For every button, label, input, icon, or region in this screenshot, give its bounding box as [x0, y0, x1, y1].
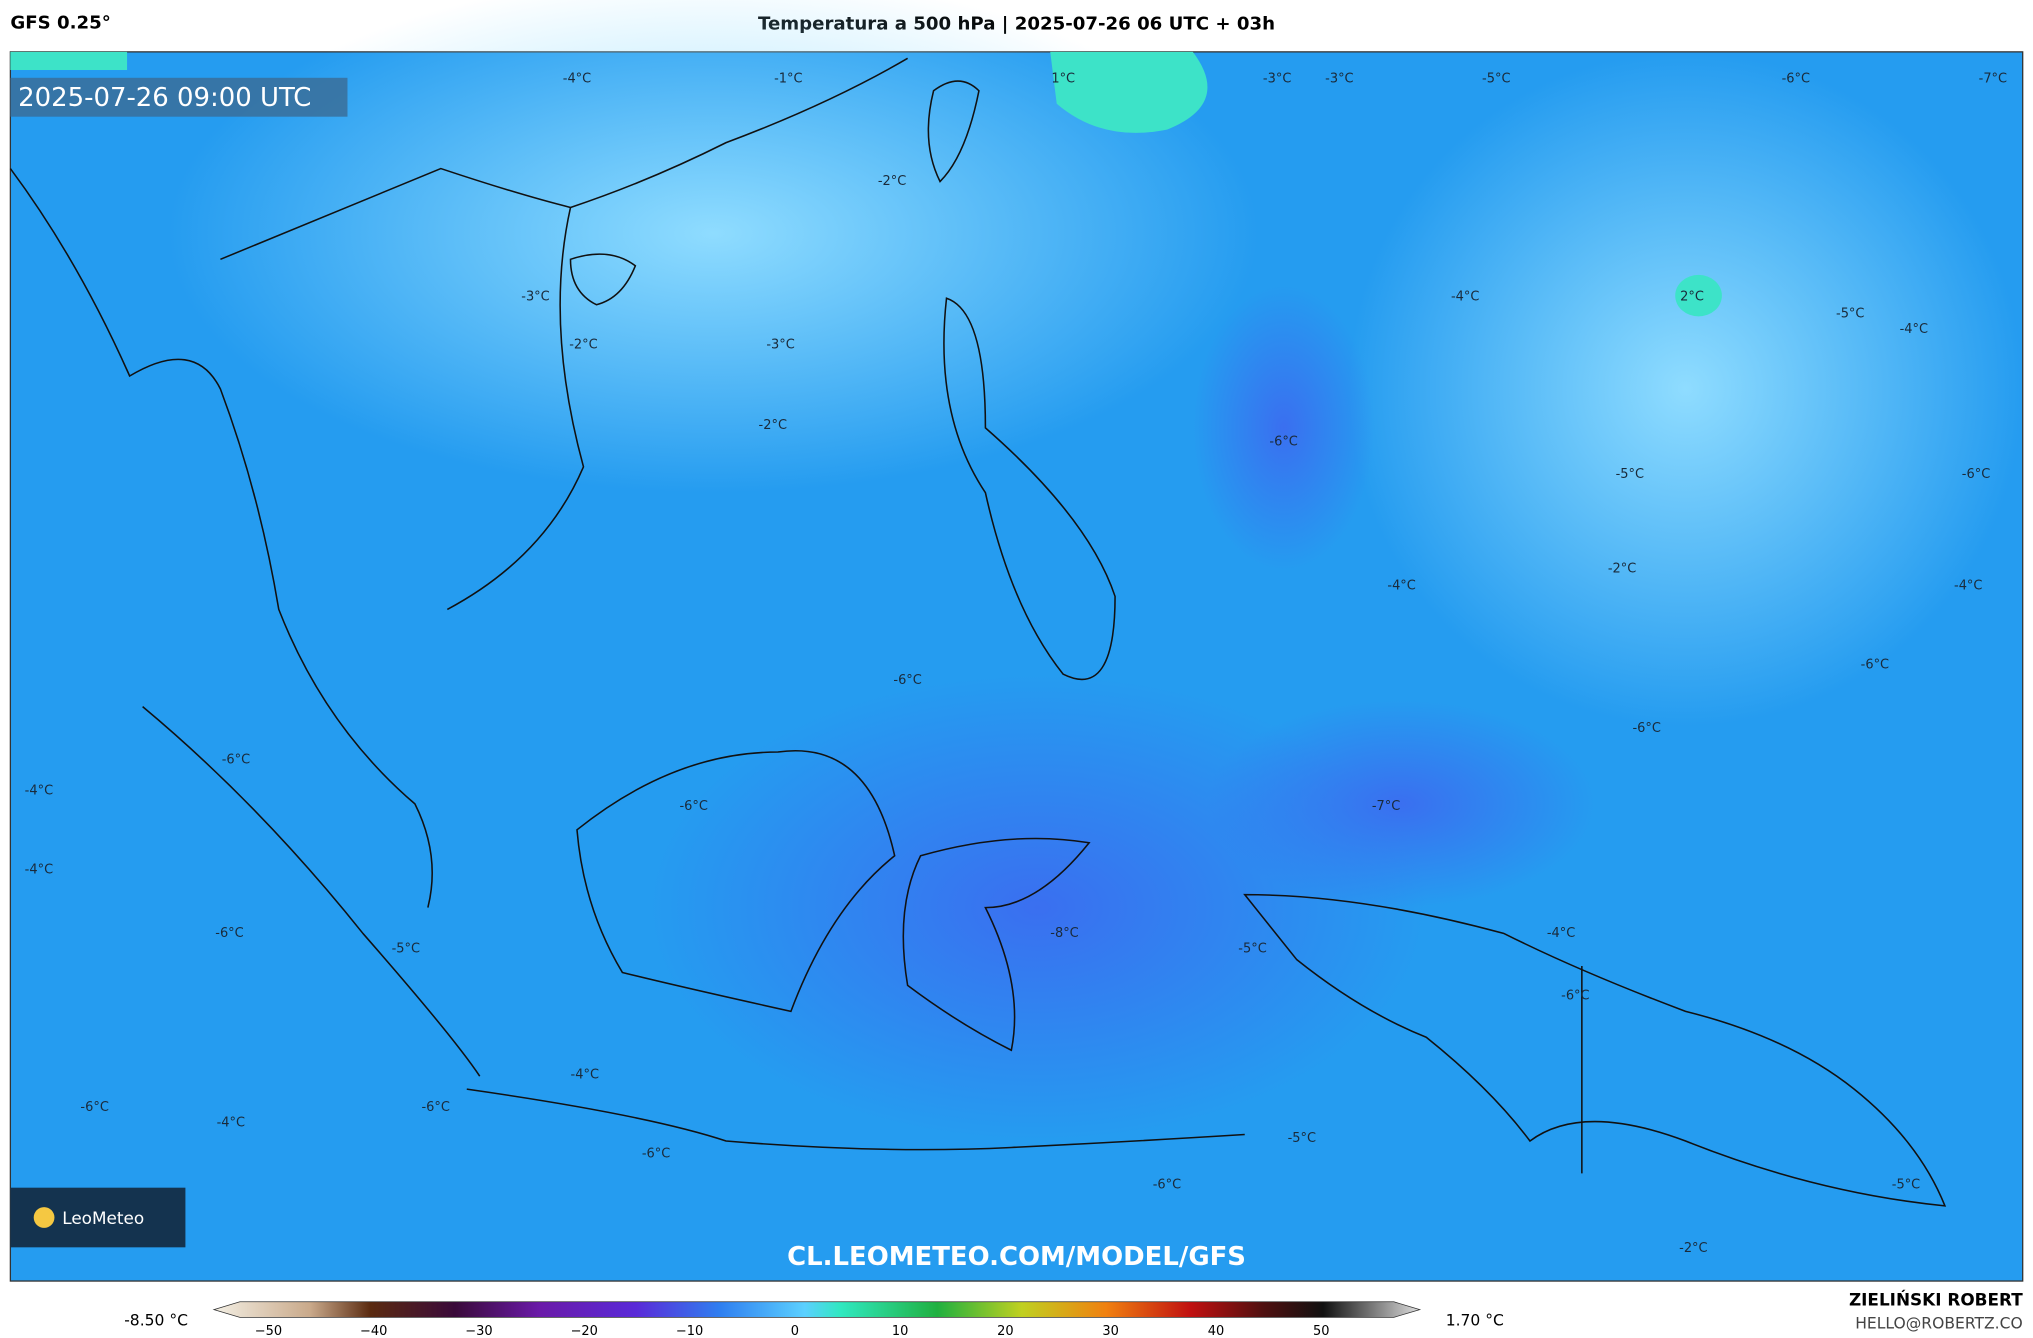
layout: GFS 0.25° Temperatura a 500 hPa | 2025-0… [9, 0, 2024, 1338]
colorbar-tick-label: 0 [791, 1324, 799, 1338]
temperature-label: -3°C [1325, 72, 1353, 87]
temperature-label: -6°C [893, 673, 921, 688]
temperature-label: -2°C [759, 418, 787, 433]
colorbar-max: 1.70 °C [1446, 1312, 1504, 1330]
temperature-label: -6°C [642, 1146, 670, 1161]
model-label: GFS 0.25° [10, 12, 111, 33]
timestamp-box [10, 77, 348, 117]
temperature-label: -5°C [1892, 1178, 1920, 1193]
temperature-label: -4°C [1547, 926, 1575, 941]
author: ZIELIŃSKI ROBERT [1849, 1288, 2023, 1309]
temperature-label: -6°C [1861, 658, 1889, 673]
temperature-labels: -4°C -1°C 1°C -3°C -3°C -5°C -6°C -7°C -2°C -3°C -… [25, 72, 2007, 1257]
colorbar-tick-label: 10 [892, 1324, 908, 1338]
field [10, 0, 2023, 1142]
coastlines [9, 57, 1947, 1207]
logo: LeoMeteo [62, 1208, 144, 1228]
temperature-label: -2°C [878, 174, 906, 189]
temperature-label: -1°C [774, 72, 802, 87]
temperature-label: -5°C [1836, 306, 1864, 321]
temperature-label: -5°C [1482, 72, 1510, 87]
watermark: CL.LEOMETEO.COM/MODEL/GFS [787, 1242, 1246, 1272]
temperature-label: -2°C [569, 337, 597, 352]
colorbar-min: -8.50 °C [124, 1312, 188, 1330]
temperature-label: -6°C [1782, 72, 1810, 87]
temperature-label: -5°C [1288, 1131, 1316, 1146]
temperature-label: -6°C [1962, 467, 1990, 482]
colorbar-tick-label: 50 [1313, 1324, 1329, 1338]
temperature-label: -6°C [215, 926, 243, 941]
colorbar-tick-label: −20 [571, 1324, 598, 1338]
colorbar-tick-label: 30 [1102, 1324, 1118, 1338]
temperature-label: -4°C [1387, 579, 1415, 594]
temperature-label: -6°C [1561, 988, 1589, 1003]
colorbar-tick-label: −50 [255, 1324, 282, 1338]
temperature-label: -6°C [1153, 1178, 1181, 1193]
temperature-label: -5°C [1616, 467, 1644, 482]
temperature-label: -4°C [563, 72, 591, 87]
colorbar-tick-label: −40 [360, 1324, 387, 1338]
temperature-label: -4°C [571, 1067, 599, 1082]
temperature-label: -6°C [1269, 435, 1297, 450]
temperature-label: -4°C [1954, 579, 1982, 594]
temperature-label: -6°C [679, 799, 707, 814]
colorbar-tick-label: −30 [465, 1324, 492, 1338]
temperature-label: -4°C [1451, 289, 1479, 304]
colorbar-tick-label: −10 [676, 1324, 703, 1338]
colorbar-tick-label: 20 [997, 1324, 1013, 1338]
timestamp: 2025-07-26 09:00 UTC [18, 83, 311, 113]
colorbar-tick-label: 40 [1208, 1324, 1224, 1338]
temperature-label: -7°C [1979, 72, 2007, 87]
temperature-label: -4°C [25, 783, 53, 798]
logo-sun [33, 1207, 55, 1228]
temperature-label: -8°C [1050, 926, 1078, 941]
temperature-label: -4°C [217, 1115, 245, 1130]
temperature-label: 1°C [1051, 72, 1075, 87]
temperature-label: -3°C [521, 289, 549, 304]
temperature-label: -6°C [222, 752, 250, 767]
email: HELLO@ROBERTZ.CO [1855, 1314, 2022, 1332]
temperature-label: -2°C [1608, 562, 1636, 577]
temperature-label: -7°C [1372, 799, 1400, 814]
temperature-label: -6°C [80, 1100, 108, 1115]
temperature-label: -6°C [1632, 721, 1660, 736]
temperature-label: -3°C [766, 337, 794, 352]
colorbar [212, 1301, 1422, 1318]
temperature-label: -3°C [1263, 72, 1291, 87]
temperature-label: 2°C [1680, 289, 1704, 304]
temperature-label: -4°C [1900, 322, 1928, 337]
temperature-label: -5°C [1238, 942, 1266, 957]
temperature-label: -2°C [1679, 1241, 1707, 1256]
colorbar-ticks: −50 −40 −30 −20 −10 0 10 20 30 40 50 [255, 1324, 1330, 1338]
temperature-label: -4°C [25, 863, 53, 878]
temperature-label: -6°C [421, 1100, 449, 1115]
temperature-label: -5°C [392, 942, 420, 957]
